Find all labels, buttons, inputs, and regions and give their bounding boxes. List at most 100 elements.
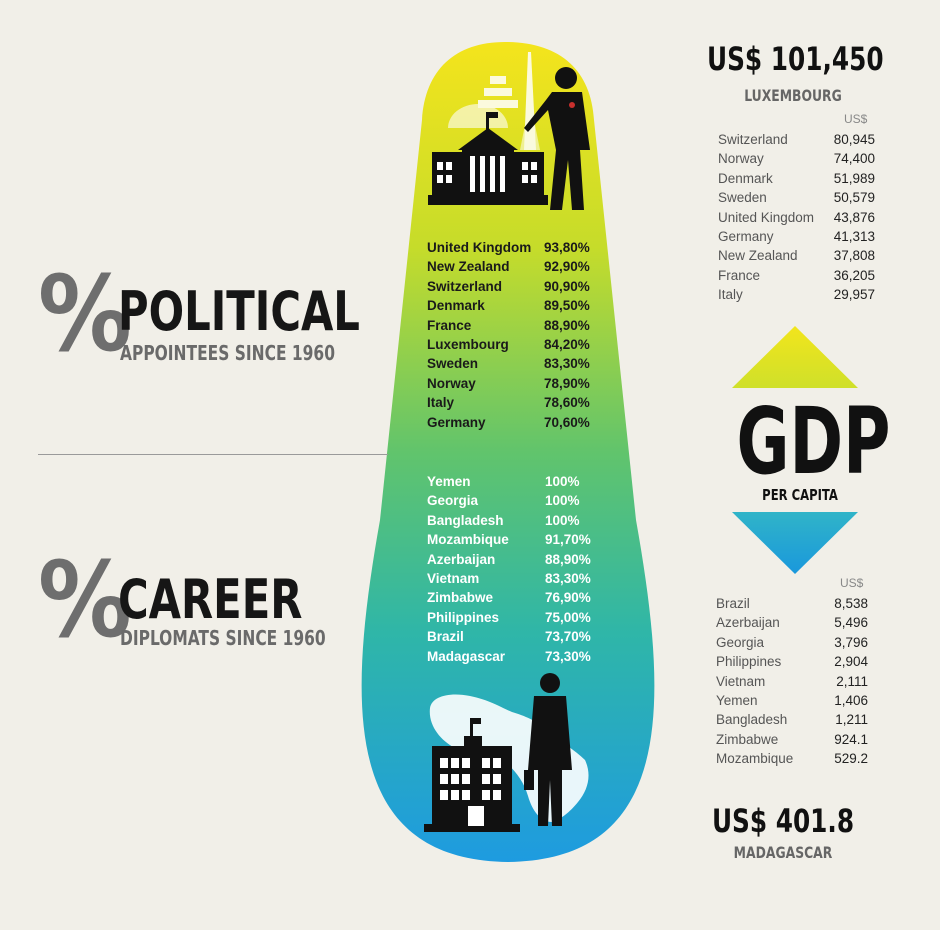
- gdp-high-row: Sweden 50,579: [718, 188, 875, 207]
- country-name: Brazil: [716, 596, 750, 611]
- country-name: Bangladesh: [427, 512, 504, 528]
- country-value: 74,400: [833, 151, 875, 167]
- country-name: Sweden: [427, 356, 479, 372]
- country-name: United Kingdom: [427, 240, 532, 255]
- country-value: 92,90%: [544, 259, 590, 275]
- country-value: 93,80%: [544, 240, 590, 255]
- country-name: Yemen: [716, 692, 758, 708]
- country-name: France: [427, 317, 472, 333]
- political-row: Luxembourg 84,20%: [427, 335, 592, 354]
- career-row: Zimbabwe 76,90%: [427, 588, 592, 607]
- country-name: United Kingdom: [718, 209, 815, 225]
- gdp-low-row: Azerbaijan 5,496: [716, 613, 868, 632]
- country-name: Germany: [718, 228, 774, 244]
- country-value: 50,579: [833, 190, 875, 206]
- gdp-low-row: Brazil 8,538: [716, 594, 868, 613]
- gdp-high-list: Switzerland 80,945 Norway 74,400 Denmark 51,9…: [718, 130, 875, 305]
- country-value: 78,60%: [544, 395, 590, 411]
- country-value: 3,796: [834, 634, 868, 650]
- gdp-high-row: Norway 74,400: [718, 149, 875, 168]
- gdp-low-row: Vietnam 2,111: [716, 672, 868, 691]
- country-value: 51,989: [833, 170, 875, 186]
- pill-shape: [361, 42, 655, 862]
- office-building-icon: [424, 718, 520, 832]
- gdp-high-row: Italy 29,957: [718, 285, 875, 304]
- country-value: 75,00%: [545, 609, 591, 625]
- country-name: Azerbaijan: [716, 615, 780, 631]
- country-name: Yemen: [427, 474, 471, 489]
- section-divider: [38, 454, 388, 455]
- country-name: Germany: [427, 414, 486, 430]
- country-name: Mozambique: [427, 532, 509, 548]
- political-row: Sweden 83,30%: [427, 354, 592, 373]
- country-name: Philippines: [427, 609, 500, 625]
- country-value: 2,904: [834, 654, 868, 670]
- country-name: Luxembourg: [427, 336, 509, 352]
- country-value: 41,313: [833, 228, 875, 244]
- career-percent-glyph: %: [38, 539, 132, 661]
- career-row: Vietnam 83,30%: [427, 569, 592, 588]
- political-row: New Zealand 92,90%: [427, 257, 592, 276]
- country-name: Switzerland: [427, 278, 503, 294]
- gdp-word: GDP: [736, 388, 891, 495]
- political-row: Switzerland 90,90%: [427, 277, 592, 296]
- gdp-low-row: Mozambique 529.2: [716, 749, 868, 768]
- country-name: France: [718, 267, 761, 283]
- country-name: Georgia: [427, 493, 479, 509]
- country-value: 90,90%: [544, 278, 590, 294]
- gdp-high-row: Switzerland 80,945: [718, 130, 875, 149]
- country-value: 73,70%: [545, 629, 591, 645]
- politician-silhouette-icon: [524, 67, 590, 210]
- country-name: Zimbabwe: [716, 731, 779, 747]
- gdp-top-value: US$ 101,450: [707, 40, 884, 78]
- country-name: Vietnam: [716, 673, 766, 689]
- country-value: 91,70%: [545, 532, 591, 548]
- gdp-high-row: Denmark 51,989: [718, 169, 875, 188]
- political-row: France 88,90%: [427, 316, 592, 335]
- country-value: 100%: [545, 474, 580, 489]
- gdp-low-row: Yemen 1,406: [716, 691, 868, 710]
- country-name: Georgia: [716, 634, 765, 650]
- country-value: 83,30%: [545, 570, 591, 586]
- country-value: 88,90%: [544, 317, 590, 333]
- gdp-up-arrow-icon: [732, 326, 858, 388]
- political-subtitle: APPOINTEES SINCE 1960: [120, 341, 335, 365]
- country-value: 80,945: [833, 132, 875, 147]
- country-value: 88,90%: [545, 551, 591, 567]
- country-value: 1,211: [835, 712, 868, 728]
- career-row: Brazil 73,70%: [427, 627, 592, 646]
- gdp-top-country: LUXEMBOURG: [744, 86, 842, 105]
- country-value: 29,957: [833, 287, 875, 303]
- country-name: Brazil: [427, 629, 464, 645]
- country-value: 36,205: [833, 267, 875, 283]
- country-value: 1,406: [834, 692, 868, 708]
- country-name: Bangladesh: [716, 712, 788, 728]
- country-name: Norway: [427, 375, 476, 391]
- career-subtitle: DIPLOMATS SINCE 1960: [120, 626, 326, 650]
- career-row: Mozambique 91,70%: [427, 530, 592, 549]
- country-name: Azerbaijan: [427, 551, 496, 567]
- country-name: Denmark: [427, 298, 485, 314]
- career-diplomats-list: Yemen 100% Georgia 100% Bangladesh 100% Mozamb…: [427, 472, 592, 666]
- career-row: Philippines 75,00%: [427, 608, 592, 627]
- career-row: Azerbaijan 88,90%: [427, 550, 592, 569]
- career-row: Bangladesh 100%: [427, 511, 592, 530]
- country-name: Sweden: [718, 190, 767, 206]
- gdp-low-row: Zimbabwe 924.1: [716, 730, 868, 749]
- country-name: Switzerland: [718, 132, 788, 147]
- country-name: Italy: [427, 395, 455, 411]
- country-name: Madagascar: [427, 648, 506, 664]
- country-value: 84,20%: [544, 336, 590, 352]
- gdp-low-row: Bangladesh 1,211: [716, 710, 868, 729]
- gdp-down-arrow-icon: [732, 512, 858, 574]
- country-value: 89,50%: [544, 298, 590, 314]
- gdp-high-row: New Zealand 37,808: [718, 246, 875, 265]
- country-name: Philippines: [716, 654, 782, 670]
- country-value: 924.1: [834, 731, 868, 747]
- gdp-high-row: France 36,205: [718, 266, 875, 285]
- country-name: New Zealand: [718, 248, 798, 264]
- country-value: 37,808: [833, 248, 875, 264]
- political-appointees-list: United Kingdom 93,80% New Zealand 92,90% Swi…: [427, 238, 592, 432]
- political-row: Norway 78,90%: [427, 374, 592, 393]
- country-value: 8,538: [834, 596, 868, 611]
